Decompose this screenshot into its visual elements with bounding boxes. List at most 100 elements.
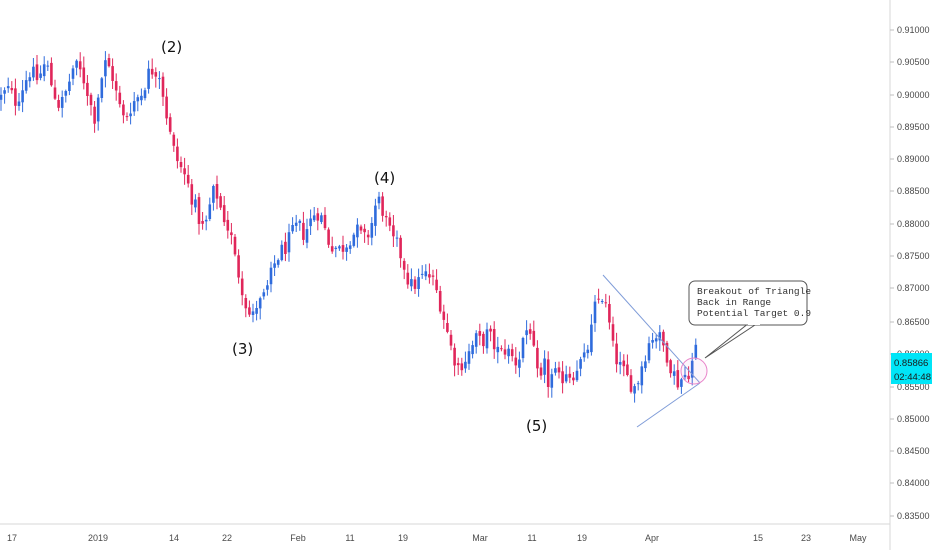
time-tick-label: 15: [753, 533, 763, 543]
candle-body: [230, 232, 233, 236]
candle-body: [471, 345, 474, 355]
candle-body: [240, 278, 244, 296]
candle-body: [334, 247, 338, 249]
candle-body: [194, 199, 197, 208]
candle-body: [348, 245, 352, 249]
candle-body: [536, 347, 539, 369]
candle-body: [453, 347, 456, 366]
wave-label-5: (5): [526, 417, 547, 435]
candle-body: [32, 66, 35, 78]
price-tick-label: 0.90500: [897, 57, 930, 67]
price-tick-label: 0.90000: [897, 90, 930, 100]
candle-body: [71, 68, 75, 79]
candle-body: [359, 226, 363, 231]
candle-body: [680, 379, 683, 387]
candle-body: [111, 66, 114, 81]
candle-body: [568, 373, 572, 378]
candle-body: [363, 228, 366, 233]
candle-body: [438, 291, 442, 312]
candle-body: [287, 232, 291, 253]
candle-body: [669, 360, 672, 374]
candle-body: [53, 87, 57, 99]
candle-body: [262, 292, 266, 297]
callout-line-3: Potential Target 0.9: [697, 308, 811, 319]
candle-body: [168, 117, 172, 132]
candle-body: [492, 329, 496, 350]
triangle-lower-line: [636, 382, 701, 428]
candle-body: [82, 67, 86, 84]
price-tick-label: 0.88500: [897, 186, 930, 196]
candle-body: [143, 90, 147, 99]
candle-body: [564, 374, 568, 382]
candle-body: [129, 113, 132, 117]
price-tick-label: 0.85000: [897, 414, 930, 424]
candle-body: [482, 333, 485, 347]
candle-body: [460, 363, 464, 371]
candle-body: [244, 298, 248, 309]
candle-body: [420, 273, 424, 275]
candles-layer: [0, 51, 698, 403]
candle-body: [579, 359, 582, 369]
candle-body: [161, 76, 165, 97]
candle-body: [539, 367, 543, 376]
price-tick-label: 0.84000: [897, 478, 930, 488]
candle-body: [572, 377, 575, 381]
candle-body: [28, 77, 32, 82]
candle-body: [78, 61, 82, 70]
candle-body: [528, 329, 532, 334]
candle-body: [626, 364, 629, 375]
candle-body: [158, 78, 161, 80]
candle-body: [50, 62, 53, 86]
candle-body: [215, 184, 219, 199]
candle-body: [258, 298, 262, 309]
candle-body: [330, 246, 334, 252]
time-axis[interactable]: 17 2019 14 22 Feb 11 19 Mar 11 19 Apr 15 23 May: [7, 533, 867, 543]
candle-body: [608, 304, 611, 323]
time-tick-label: 22: [222, 533, 232, 543]
candle-body: [125, 116, 129, 118]
price-tick-label: 0.85500: [897, 382, 930, 392]
candle-body: [219, 196, 222, 208]
candle-body: [514, 357, 518, 366]
candle-body: [676, 370, 680, 388]
candle-body: [694, 344, 698, 359]
candle-body: [640, 366, 644, 386]
candle-body: [489, 328, 492, 332]
candle-body: [633, 386, 636, 394]
time-tick-label: 23: [801, 533, 811, 543]
candle-body: [406, 272, 410, 285]
candle-body: [312, 215, 316, 221]
time-tick-label: 17: [7, 533, 17, 543]
candle-body: [413, 279, 417, 289]
candle-body: [341, 245, 345, 252]
candle-body: [10, 88, 14, 91]
candle-body: [284, 241, 287, 254]
candle-body: [21, 90, 24, 103]
candle-body: [266, 285, 269, 290]
candle-body: [204, 219, 208, 222]
candle-body: [118, 92, 122, 105]
candle-body: [208, 204, 212, 219]
candle-body: [431, 275, 435, 277]
candle-body: [384, 216, 388, 218]
current-price-badge: 0.85866 02:44:48: [891, 353, 932, 384]
candle-body: [597, 298, 600, 300]
candle-body: [611, 324, 615, 341]
candle-body: [374, 205, 377, 226]
candle-body: [291, 225, 294, 232]
callout-pointer-cover: [748, 322, 760, 325]
time-tick-label: 14: [169, 533, 179, 543]
candle-body: [107, 58, 111, 67]
current-price-value: 0.85866: [894, 358, 928, 369]
candle-body: [510, 349, 514, 357]
time-tick-label: May: [849, 533, 867, 543]
price-axis[interactable]: 0.91000 0.90500 0.90000 0.89500 0.89000 0.885…: [890, 25, 930, 521]
candle-body: [446, 323, 449, 332]
candle-body: [24, 80, 28, 91]
candle-body: [428, 274, 431, 278]
candle-body: [532, 330, 536, 346]
candle-body: [100, 78, 104, 98]
candle-body: [35, 64, 39, 81]
